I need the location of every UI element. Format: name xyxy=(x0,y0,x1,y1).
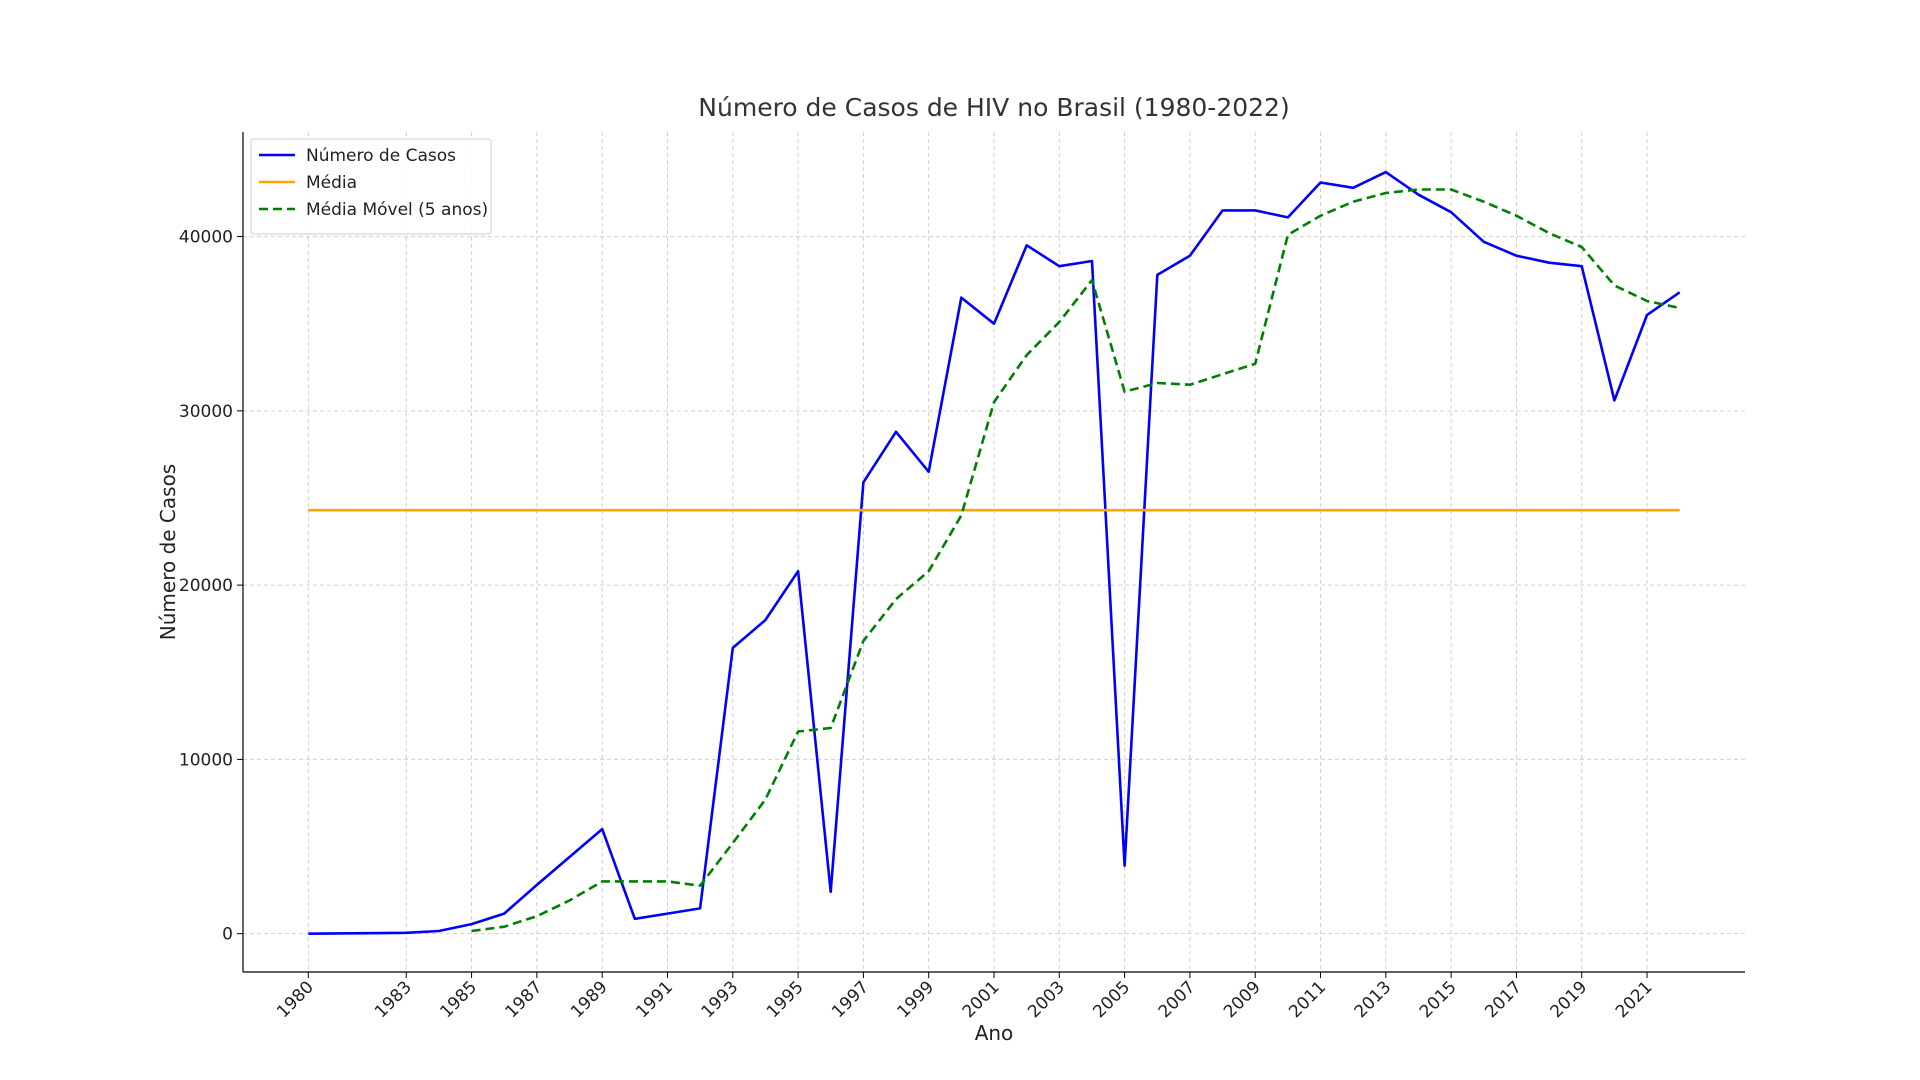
legend-items: Número de Casos Média Média Móvel (5 anos) xyxy=(259,146,488,220)
chart-title: Número de Casos de HIV no Brasil (1980-2… xyxy=(698,93,1289,122)
legend-label-2: Média xyxy=(306,173,357,193)
x-tick-label: 1993 xyxy=(698,977,743,1022)
x-tick-label: 2007 xyxy=(1155,977,1200,1022)
y-ticks: 0 10000 20000 30000 40000 xyxy=(179,228,243,945)
y-axis-title: Número de Casos xyxy=(156,464,180,640)
x-tick-label: 2017 xyxy=(1481,977,1526,1022)
x-tick-label: 1987 xyxy=(502,977,547,1022)
legend-label-1: Número de Casos xyxy=(306,146,456,166)
y-tick-label: 40000 xyxy=(179,228,233,248)
x-tick-label: 1989 xyxy=(567,977,612,1022)
legend-label-3: Média Móvel (5 anos) xyxy=(306,200,488,220)
x-axis-title: Ano xyxy=(975,1021,1014,1045)
legend-box xyxy=(250,138,492,235)
x-tick-label: 1980 xyxy=(273,977,318,1022)
x-ticks: 1980 1983 1985 1987 1989 1991 1993 1995 1997 1999… xyxy=(273,972,1657,1022)
x-tick-label: 1985 xyxy=(436,977,481,1022)
x-tick-label: 2001 xyxy=(959,977,1004,1022)
y-tick-label: 30000 xyxy=(179,402,233,422)
x-tick-label: 1997 xyxy=(828,977,873,1022)
x-tick-label: 2003 xyxy=(1024,977,1069,1022)
series-line-3 xyxy=(471,188,1680,933)
x-tick-label: 1999 xyxy=(893,977,938,1022)
x-tick-label: 1995 xyxy=(763,977,808,1022)
x-tick-label: 1983 xyxy=(371,977,416,1022)
series xyxy=(308,170,1681,935)
series-line-1 xyxy=(308,170,1681,935)
y-tick-label: 10000 xyxy=(179,750,233,770)
x-tick-label: 2013 xyxy=(1351,977,1396,1022)
y-tick-label: 0 xyxy=(222,925,233,945)
x-tick-label: 2019 xyxy=(1547,977,1592,1022)
legend: Número de Casos Média Média Móvel (5 anos) xyxy=(250,138,492,235)
grid xyxy=(243,132,1745,972)
x-tick-label: 1991 xyxy=(632,977,677,1022)
x-tick-label: 2011 xyxy=(1285,977,1330,1022)
x-tick-label: 2021 xyxy=(1612,977,1657,1022)
x-tick-label: 2009 xyxy=(1220,977,1265,1022)
x-tick-label: 2015 xyxy=(1416,977,1461,1022)
y-tick-label: 20000 xyxy=(179,576,233,596)
x-tick-label: 2005 xyxy=(1089,977,1134,1022)
